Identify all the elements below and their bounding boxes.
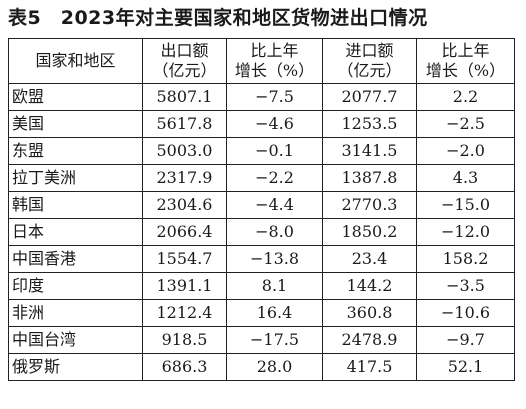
header-import-line2: （亿元） bbox=[337, 61, 402, 80]
cell-export: 1391.1 bbox=[142, 272, 227, 300]
cell-region: 拉丁美洲 bbox=[8, 164, 143, 192]
cell-import-growth: 2.2 bbox=[416, 83, 515, 111]
table-row: 欧盟 5807.1 −7.5 2077.7 2.2 bbox=[8, 83, 515, 111]
cell-import-growth: 52.1 bbox=[416, 353, 515, 381]
cell-import-growth: −15.0 bbox=[416, 191, 515, 219]
header-export-growth: 比上年 增长（%） bbox=[226, 38, 323, 84]
cell-import: 417.5 bbox=[322, 353, 417, 381]
cell-region: 非洲 bbox=[8, 299, 143, 327]
table-row: 日本 2066.4 −8.0 1850.2 −12.0 bbox=[8, 218, 515, 246]
cell-export-growth: −4.6 bbox=[226, 110, 323, 138]
cell-import-growth: −3.5 bbox=[416, 272, 515, 300]
cell-import: 1253.5 bbox=[322, 110, 417, 138]
table-row: 中国台湾 918.5 −17.5 2478.9 −9.7 bbox=[8, 326, 515, 354]
table-row: 东盟 5003.0 −0.1 3141.5 −2.0 bbox=[8, 137, 515, 165]
header-import-line1: 进口额 bbox=[345, 41, 394, 60]
table-row: 韩国 2304.6 −4.4 2770.3 −15.0 bbox=[8, 191, 515, 219]
cell-region: 印度 bbox=[8, 272, 143, 300]
cell-export: 1212.4 bbox=[142, 299, 227, 327]
cell-import: 2077.7 bbox=[322, 83, 417, 111]
cell-import-growth: −12.0 bbox=[416, 218, 515, 246]
header-import-growth-line1: 比上年 bbox=[441, 41, 490, 60]
cell-import-growth: 4.3 bbox=[416, 164, 515, 192]
cell-export-growth: −8.0 bbox=[226, 218, 323, 246]
cell-export: 5617.8 bbox=[142, 110, 227, 138]
table-header-row: 国家和地区 出口额 （亿元） 比上年 增长（%） 进口额 （亿元） 比上年 增长… bbox=[8, 38, 515, 84]
table-title: 表5 2023年对主要国家和地区货物进出口情况 bbox=[8, 7, 428, 29]
cell-import: 23.4 bbox=[322, 245, 417, 273]
cell-region: 美国 bbox=[8, 110, 143, 138]
cell-region: 欧盟 bbox=[8, 83, 143, 111]
cell-export-growth: −0.1 bbox=[226, 137, 323, 165]
cell-export: 2317.9 bbox=[142, 164, 227, 192]
cell-export-growth: 8.1 bbox=[226, 272, 323, 300]
cell-export: 2066.4 bbox=[142, 218, 227, 246]
header-export: 出口额 （亿元） bbox=[142, 38, 227, 84]
cell-import: 2770.3 bbox=[322, 191, 417, 219]
cell-export: 918.5 bbox=[142, 326, 227, 354]
cell-export-growth: 16.4 bbox=[226, 299, 323, 327]
cell-region: 日本 bbox=[8, 218, 143, 246]
cell-import: 144.2 bbox=[322, 272, 417, 300]
header-export-growth-line2: 增长（%） bbox=[234, 61, 315, 80]
trade-table: 国家和地区 出口额 （亿元） 比上年 增长（%） 进口额 （亿元） 比上年 增长… bbox=[8, 38, 515, 381]
cell-export: 5807.1 bbox=[142, 83, 227, 111]
header-export-growth-line1: 比上年 bbox=[250, 41, 299, 60]
header-import: 进口额 （亿元） bbox=[322, 38, 417, 84]
cell-region: 中国香港 bbox=[8, 245, 143, 273]
cell-region: 中国台湾 bbox=[8, 326, 143, 354]
cell-import-growth: −2.0 bbox=[416, 137, 515, 165]
table-row: 俄罗斯 686.3 28.0 417.5 52.1 bbox=[8, 353, 515, 381]
header-region-label: 国家和地区 bbox=[35, 51, 116, 70]
cell-import: 360.8 bbox=[322, 299, 417, 327]
cell-import-growth: −2.5 bbox=[416, 110, 515, 138]
cell-import-growth: 158.2 bbox=[416, 245, 515, 273]
table-row: 中国香港 1554.7 −13.8 23.4 158.2 bbox=[8, 245, 515, 273]
cell-export: 1554.7 bbox=[142, 245, 227, 273]
cell-import-growth: −10.6 bbox=[416, 299, 515, 327]
header-region: 国家和地区 bbox=[8, 38, 143, 84]
cell-import: 3141.5 bbox=[322, 137, 417, 165]
cell-export-growth: −2.2 bbox=[226, 164, 323, 192]
cell-region: 东盟 bbox=[8, 137, 143, 165]
cell-export-growth: −7.5 bbox=[226, 83, 323, 111]
table-row: 拉丁美洲 2317.9 −2.2 1387.8 4.3 bbox=[8, 164, 515, 192]
header-import-growth-line2: 增长（%） bbox=[425, 61, 506, 80]
cell-export-growth: −17.5 bbox=[226, 326, 323, 354]
cell-export-growth: −4.4 bbox=[226, 191, 323, 219]
cell-import-growth: −9.7 bbox=[416, 326, 515, 354]
cell-export: 2304.6 bbox=[142, 191, 227, 219]
cell-export-growth: −13.8 bbox=[226, 245, 323, 273]
cell-import: 1850.2 bbox=[322, 218, 417, 246]
cell-import: 2478.9 bbox=[322, 326, 417, 354]
cell-import: 1387.8 bbox=[322, 164, 417, 192]
table-row: 非洲 1212.4 16.4 360.8 −10.6 bbox=[8, 299, 515, 327]
header-export-line2: （亿元） bbox=[152, 61, 217, 80]
cell-region: 俄罗斯 bbox=[8, 353, 143, 381]
table-row: 美国 5617.8 −4.6 1253.5 −2.5 bbox=[8, 110, 515, 138]
table-row: 印度 1391.1 8.1 144.2 −3.5 bbox=[8, 272, 515, 300]
cell-export: 5003.0 bbox=[142, 137, 227, 165]
header-import-growth: 比上年 增长（%） bbox=[416, 38, 515, 84]
cell-export-growth: 28.0 bbox=[226, 353, 323, 381]
cell-region: 韩国 bbox=[8, 191, 143, 219]
cell-export: 686.3 bbox=[142, 353, 227, 381]
header-export-line1: 出口额 bbox=[160, 41, 209, 60]
